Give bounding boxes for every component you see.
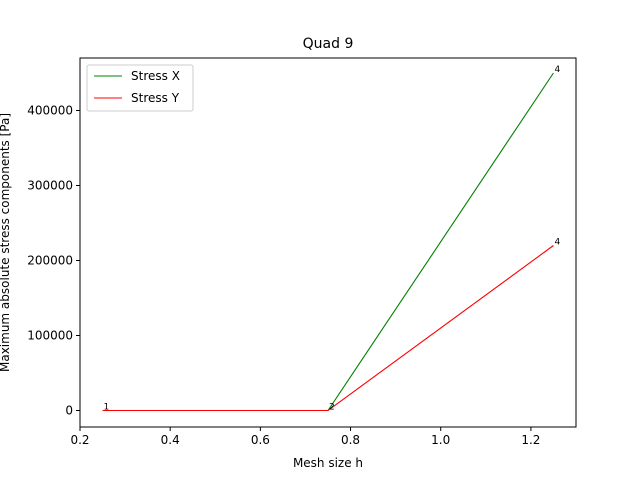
legend: Stress X Stress Y	[86, 64, 194, 112]
x-tick-label: 0.8	[341, 433, 360, 447]
y-axis-label: Maximum absolute stress components [Pa]	[0, 113, 12, 372]
plot-frame	[79, 57, 577, 428]
point-labels: 1 2 4 4	[104, 65, 561, 413]
legend-label-stress-y: Stress Y	[131, 91, 180, 105]
x-tick-label: 0.2	[70, 433, 89, 447]
y-tick-label: 300000	[27, 179, 73, 193]
series-layer	[102, 72, 554, 412]
point-label: 1	[104, 403, 110, 413]
chart-title: Quad 9	[303, 36, 354, 52]
point-label: 4	[554, 238, 560, 248]
point-label: 2	[329, 403, 335, 413]
legend-label-stress-x: Stress X	[131, 69, 180, 83]
y-tick-label: 400000	[27, 104, 73, 118]
point-label: 4	[554, 65, 560, 75]
x-tick-label: 1.0	[431, 433, 450, 447]
y-axis-ticks: 0 100000 200000 300000 400000	[27, 104, 80, 418]
x-tick-label: 0.4	[161, 433, 180, 447]
x-tick-label: 1.2	[521, 433, 540, 447]
y-tick-label: 0	[65, 404, 73, 418]
y-tick-label: 100000	[27, 329, 73, 343]
x-axis-label: Mesh size h	[293, 456, 363, 470]
legend-items: Stress X Stress Y	[94, 69, 180, 105]
x-axis-ticks: 0.2 0.4 0.6 0.8 1.0 1.2	[70, 427, 540, 447]
x-tick-label: 0.6	[251, 433, 270, 447]
series-line-stress-y	[102, 245, 554, 412]
y-tick-label: 200000	[27, 254, 73, 268]
